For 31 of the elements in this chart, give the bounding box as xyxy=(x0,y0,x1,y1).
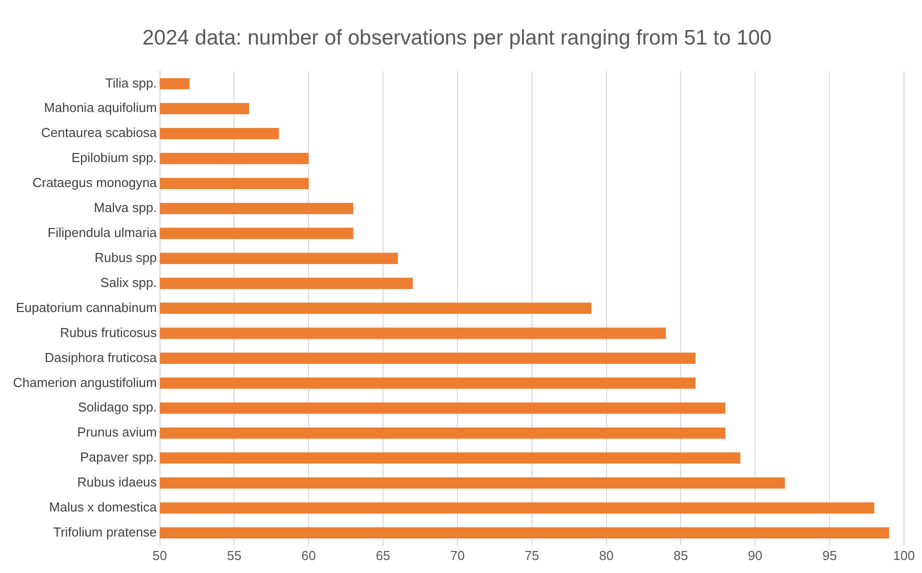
x-tick-label: 50 xyxy=(152,548,168,563)
y-tick-label: Mahonia aquifolium xyxy=(44,100,157,116)
x-tick-label: 80 xyxy=(599,548,614,563)
y-tick-label: Tilia spp. xyxy=(105,75,157,90)
y-tick-label: Trifolium pratense xyxy=(53,524,157,540)
y-tick-label: Chamerion angustifolium xyxy=(12,374,157,390)
x-tick-label: 75 xyxy=(524,548,540,563)
chart-title: 2024 data: number of observations per plant ranging from 51 to 100 xyxy=(142,26,772,50)
x-tick-label: 70 xyxy=(450,548,465,563)
x-tick-label: 95 xyxy=(822,548,837,563)
x-tick-label: 85 xyxy=(674,548,688,563)
y-tick-label: Prunus avium xyxy=(77,424,157,440)
y-tick-label: Eupatorium cannabinum xyxy=(16,300,157,315)
y-tick-label: Salix spp. xyxy=(100,274,157,290)
y-tick-label: Epilobium spp. xyxy=(72,150,157,166)
y-tick-label: Filipendula ulmaria xyxy=(48,225,158,240)
y-tick-label: Malva spp. xyxy=(94,200,157,216)
y-tick-label: Rubus idaeus xyxy=(77,474,158,490)
y-tick-label: Rubus fruticosus xyxy=(60,324,158,340)
x-tick-label: 60 xyxy=(301,548,316,563)
y-tick-label: Solidago spp. xyxy=(78,400,157,415)
y-tick-label: Malus x domestica xyxy=(49,500,158,515)
y-tick-label: Dasiphora fruticosa xyxy=(44,350,158,365)
y-tick-label: Rubus spp xyxy=(94,250,157,265)
x-tick-label: 90 xyxy=(748,548,762,563)
y-tick-label: Centaurea scabiosa xyxy=(41,125,158,140)
x-tick-label: 65 xyxy=(376,548,390,563)
y-tick-label: Crataegus monogyna xyxy=(32,175,158,190)
x-tick-label: 100 xyxy=(893,548,915,563)
y-tick-label: Papaver spp. xyxy=(80,450,157,465)
x-tick-label: 55 xyxy=(226,548,242,563)
